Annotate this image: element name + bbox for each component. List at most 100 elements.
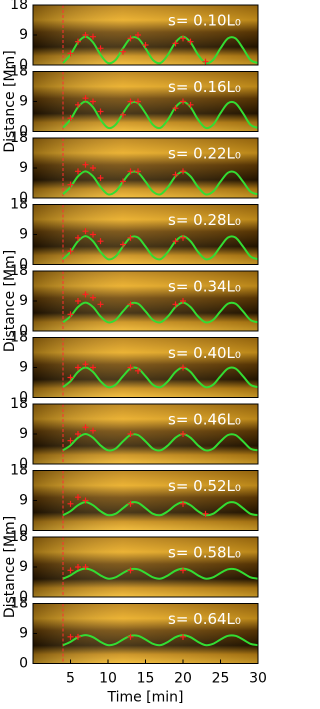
measured-point bbox=[202, 510, 209, 517]
x-tick-label: 20 bbox=[174, 671, 192, 687]
measured-point bbox=[75, 298, 81, 304]
fit-curve bbox=[62, 366, 259, 389]
measured-point bbox=[120, 178, 126, 185]
measured-point bbox=[180, 364, 186, 371]
panel-label: s= 0.64L₀ bbox=[168, 610, 241, 628]
panel: 0 9 18 s= 0.46L₀ bbox=[10, 396, 259, 472]
measured-point bbox=[172, 171, 179, 178]
measured-point bbox=[82, 161, 89, 168]
y-tick-label: 18 bbox=[10, 396, 28, 412]
fit-curve bbox=[62, 35, 259, 65]
measured-point bbox=[82, 564, 89, 570]
measured-point bbox=[180, 431, 186, 437]
x-tick-label: 25 bbox=[212, 671, 230, 687]
measured-point bbox=[187, 101, 194, 108]
measured-point bbox=[82, 361, 89, 368]
measured-point bbox=[75, 168, 81, 175]
measured-point bbox=[180, 500, 186, 507]
measured-point bbox=[67, 181, 74, 188]
measured-point bbox=[75, 364, 81, 371]
measured-point bbox=[180, 35, 186, 42]
y-tick-label: 9 bbox=[19, 559, 28, 575]
measured-point bbox=[67, 311, 74, 318]
measured-point bbox=[120, 241, 126, 248]
measured-point bbox=[180, 633, 186, 640]
y-tick-label: 9 bbox=[19, 493, 28, 509]
measured-point bbox=[75, 101, 81, 108]
y-tick-label: 0 bbox=[19, 390, 28, 406]
fit-curve bbox=[62, 432, 259, 452]
measured-point bbox=[127, 35, 134, 42]
measured-point bbox=[172, 105, 179, 112]
y-tick-label: 0 bbox=[19, 656, 28, 672]
measured-point bbox=[127, 633, 134, 640]
panel-label: s= 0.28L₀ bbox=[168, 211, 241, 229]
measured-point bbox=[127, 431, 134, 437]
y-tick-label: 18 bbox=[10, 130, 28, 146]
y-tick-label: 0 bbox=[19, 57, 28, 73]
y-tick-label: 9 bbox=[19, 94, 28, 110]
measured-point bbox=[97, 108, 104, 115]
measured-point bbox=[97, 301, 104, 308]
y-tick-label: 9 bbox=[19, 293, 28, 309]
measured-point bbox=[120, 111, 126, 118]
panel-label: s= 0.52L₀ bbox=[168, 477, 241, 495]
panel: 0 9 18 s= 0.52L₀ bbox=[10, 463, 259, 539]
measured-point bbox=[127, 364, 134, 371]
x-axis-label: Time [min] bbox=[106, 690, 183, 706]
measured-point bbox=[172, 40, 179, 47]
panel-label: s= 0.34L₀ bbox=[168, 278, 241, 296]
measured-point bbox=[90, 165, 96, 171]
x-tick-label: 30 bbox=[249, 671, 266, 687]
y-tick-label: 0 bbox=[19, 523, 28, 539]
y-tick-label: 9 bbox=[19, 426, 28, 442]
x-tick-label: 15 bbox=[137, 671, 155, 687]
y-tick-label: 18 bbox=[10, 263, 28, 279]
measured-point bbox=[67, 50, 74, 57]
panel: 0 9 18 s= 0.16L₀ Distance [Mm] bbox=[2, 50, 259, 153]
panel: 0 9 18 s= 0.40L₀ bbox=[10, 330, 259, 406]
measured-point bbox=[180, 298, 186, 304]
measured-point bbox=[75, 494, 81, 501]
measured-point bbox=[135, 32, 141, 38]
measured-point bbox=[97, 175, 104, 181]
measured-point bbox=[202, 58, 209, 65]
measured-point bbox=[127, 234, 134, 241]
measured-point bbox=[75, 234, 81, 241]
measured-point bbox=[67, 248, 74, 255]
measured-point bbox=[90, 427, 96, 434]
measured-point bbox=[67, 500, 74, 507]
y-tick-label: 18 bbox=[10, 64, 28, 80]
measured-point bbox=[172, 238, 179, 245]
measured-point bbox=[75, 564, 81, 570]
measured-point bbox=[97, 45, 104, 52]
measured-point bbox=[180, 98, 186, 105]
measured-point bbox=[90, 294, 96, 301]
measured-point bbox=[82, 32, 89, 38]
measured-point bbox=[90, 98, 96, 105]
y-tick-label: 9 bbox=[19, 27, 28, 43]
measured-point bbox=[67, 115, 74, 122]
measured-point bbox=[75, 38, 81, 45]
fit-curve bbox=[62, 170, 259, 196]
measured-point bbox=[75, 431, 81, 437]
measured-point bbox=[180, 567, 186, 574]
y-tick-label: 0 bbox=[19, 190, 28, 206]
measured-point bbox=[127, 567, 134, 574]
measured-point bbox=[180, 168, 186, 175]
panel-label: s= 0.58L₀ bbox=[168, 544, 241, 562]
measured-point bbox=[90, 364, 96, 371]
measured-point bbox=[127, 500, 134, 507]
image-sheen bbox=[33, 337, 258, 398]
y-tick-label: 18 bbox=[10, 463, 28, 479]
fit-curve bbox=[62, 567, 259, 580]
y-tick-label: 9 bbox=[19, 160, 28, 176]
measured-point bbox=[97, 238, 104, 245]
y-tick-label: 18 bbox=[10, 529, 28, 545]
y-tick-label: 18 bbox=[10, 0, 28, 13]
measured-point bbox=[82, 95, 89, 102]
y-tick-label: 9 bbox=[19, 227, 28, 243]
y-tick-label: 18 bbox=[10, 596, 28, 612]
y-tick-label: 0 bbox=[19, 456, 28, 472]
y-tick-label: 9 bbox=[19, 626, 28, 642]
